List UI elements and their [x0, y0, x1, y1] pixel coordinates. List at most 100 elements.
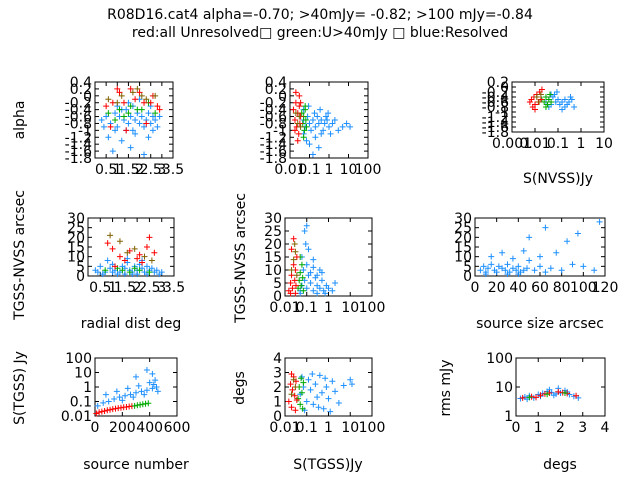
- data-point-red: [532, 106, 538, 113]
- data-point-blue: [314, 290, 321, 297]
- data-point-blue: [149, 127, 156, 134]
- y-tick-label: 0.1: [70, 395, 92, 411]
- data-point-olive: [124, 249, 131, 256]
- data-point-red: [289, 285, 296, 292]
- x-tick-label: 0: [512, 420, 521, 436]
- data-point-green: [300, 379, 307, 386]
- data-point-blue: [133, 373, 139, 380]
- data-point-green: [295, 395, 302, 402]
- y-tick-label: 100: [65, 351, 92, 367]
- data-point-blue: [146, 379, 153, 386]
- data-point-blue: [515, 263, 522, 270]
- data-point-blue: [320, 127, 327, 134]
- x-axis-label: degs: [543, 457, 577, 473]
- data-point-blue: [94, 402, 101, 409]
- plot-frame: [87, 217, 175, 277]
- data-point-blue: [553, 89, 560, 95]
- data-point-olive: [290, 376, 297, 383]
- data-point-green: [116, 106, 123, 113]
- data-point-blue: [347, 376, 354, 383]
- data-point-blue: [306, 141, 313, 148]
- data-point-blue: [550, 392, 557, 399]
- data-point-blue: [343, 120, 350, 127]
- data-point-blue: [111, 395, 118, 402]
- data-point-green: [302, 103, 309, 110]
- data-point-red: [297, 99, 304, 106]
- data-point-blue: [152, 377, 159, 384]
- data-point-blue: [314, 113, 321, 120]
- data-point-blue: [97, 263, 104, 270]
- data-point-olive: [293, 272, 300, 279]
- x-tick-label: 80: [553, 280, 571, 296]
- data-point-red: [143, 120, 150, 127]
- data-point-blue: [132, 130, 139, 137]
- data-point-green: [105, 110, 112, 117]
- y-axis-label: S(TGSS) Jy: [12, 351, 28, 425]
- data-point-blue: [134, 271, 141, 278]
- data-point-blue: [485, 265, 491, 272]
- data-point-red: [141, 99, 148, 106]
- y-tick-label: -0.8: [260, 116, 287, 132]
- data-point-olive: [292, 110, 299, 117]
- data-point-blue: [298, 373, 305, 380]
- data-point-green: [112, 117, 119, 123]
- data-point-blue: [340, 382, 347, 389]
- data-point-blue: [133, 389, 139, 396]
- x-tick-label: 10: [595, 136, 613, 152]
- y-tick-label: 0.01: [61, 409, 92, 425]
- data-point-red: [134, 255, 141, 262]
- data-point-red: [123, 127, 130, 134]
- y-tick-label: 30: [67, 211, 85, 227]
- data-point-green: [120, 113, 127, 120]
- x-tick-label: 2: [133, 280, 142, 296]
- data-point-blue: [312, 134, 319, 141]
- x-axis-label: source number: [83, 457, 189, 473]
- data-point-red: [127, 85, 134, 92]
- data-point-green: [544, 391, 551, 398]
- data-point-blue: [524, 265, 530, 272]
- x-tick-label: 1.5: [117, 162, 139, 178]
- data-point-blue: [112, 110, 119, 117]
- data-point-red: [292, 89, 299, 96]
- y-tick-label: -1.4: [482, 115, 509, 131]
- data-point-blue: [94, 269, 101, 276]
- data-point-red: [288, 404, 295, 411]
- y-tick-label: 25: [454, 221, 472, 237]
- data-point-blue: [308, 127, 315, 134]
- data-point-blue: [138, 388, 145, 395]
- data-point-blue: [317, 106, 324, 113]
- data-point-blue: [320, 405, 327, 412]
- data-point-blue: [311, 110, 318, 117]
- y-tick-label: 25: [67, 221, 85, 237]
- x-tick-label: 0: [471, 280, 480, 296]
- x-tick-label: 600: [164, 420, 191, 436]
- data-point-green: [126, 269, 133, 276]
- data-point-olive: [134, 85, 141, 92]
- data-point-blue: [325, 110, 332, 117]
- data-point-red: [290, 106, 297, 113]
- data-point-red: [291, 117, 298, 123]
- data-point-blue: [339, 123, 346, 130]
- data-point-blue: [143, 387, 150, 394]
- data-point-blue: [143, 366, 150, 373]
- data-point-blue: [303, 285, 310, 292]
- data-point-green: [299, 274, 306, 281]
- x-tick-label: 0.5: [95, 162, 117, 178]
- y-tick-label: -0.4: [65, 103, 92, 119]
- y-tick-label: 0.4: [70, 75, 92, 91]
- data-point-olive: [138, 92, 145, 99]
- plot-frame: [94, 81, 174, 159]
- x-tick-label: 1: [324, 420, 333, 436]
- data-point-blue: [303, 137, 310, 144]
- data-point-red: [287, 280, 294, 286]
- data-point-red: [519, 394, 526, 401]
- y-tick-label: 0.2: [265, 82, 287, 98]
- data-point-blue: [513, 267, 520, 274]
- x-tick-label: 2: [135, 162, 144, 178]
- title-line-2: red:all Unresolved□ green:U>40mJy □ blue…: [131, 25, 509, 41]
- data-point-blue: [121, 271, 128, 278]
- data-point-blue: [98, 117, 105, 123]
- y-tick-label: 10: [495, 380, 513, 396]
- y-tick-label: -0.6: [65, 110, 92, 126]
- x-tick-label: 1: [534, 420, 543, 436]
